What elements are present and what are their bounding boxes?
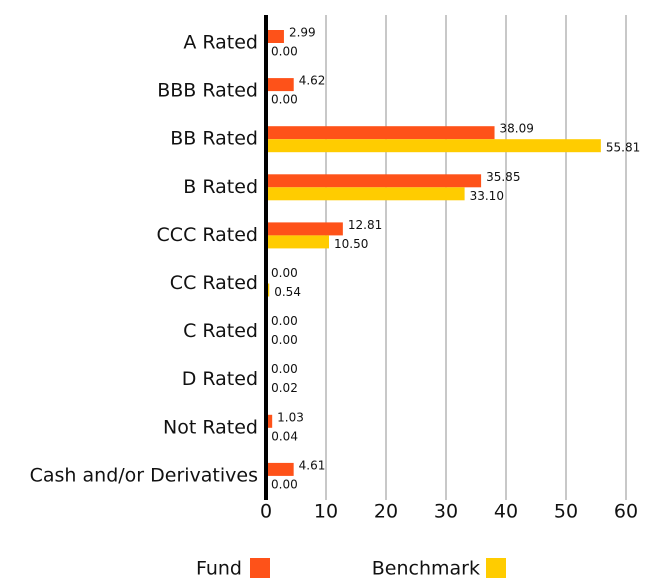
bar — [266, 30, 284, 43]
category-label: CC Rated — [170, 272, 258, 294]
value-label: 2.99 — [289, 26, 316, 40]
x-tick-label: 20 — [374, 501, 398, 523]
x-tick-label: 30 — [434, 501, 458, 523]
bar — [266, 139, 601, 153]
x-tick-label: 0 — [260, 501, 272, 523]
bar — [266, 414, 273, 428]
value-label: 55.81 — [606, 141, 640, 155]
bar — [266, 187, 465, 201]
value-label: 0.00 — [271, 266, 298, 280]
value-label: 0.04 — [271, 429, 298, 443]
value-label: 33.10 — [470, 189, 504, 203]
x-tick-label: 50 — [554, 501, 578, 523]
value-label: 0.00 — [271, 362, 298, 376]
legend-label: Fund — [196, 558, 242, 580]
value-label: 38.09 — [500, 122, 534, 136]
category-label: BBB Rated — [157, 80, 258, 102]
bar — [266, 78, 294, 92]
category-label: CCC Rated — [157, 224, 258, 246]
category-label: Not Rated — [163, 416, 258, 438]
value-label: 0.00 — [271, 477, 298, 491]
value-label: 0.00 — [271, 333, 298, 347]
value-label: 10.50 — [334, 237, 368, 251]
category-label: A Rated — [183, 32, 258, 54]
category-label: Cash and/or Derivatives — [30, 464, 258, 486]
x-tick-label: 40 — [494, 501, 518, 523]
bar — [266, 174, 482, 188]
value-label: 0.02 — [271, 381, 298, 395]
bar — [266, 222, 343, 236]
category-label: C Rated — [183, 320, 258, 342]
x-tick-label: 10 — [314, 501, 338, 523]
bar — [266, 126, 495, 140]
bar — [266, 462, 294, 476]
x-tick-label: 60 — [614, 501, 638, 523]
category-label: D Rated — [182, 368, 258, 390]
value-label: 0.00 — [271, 93, 298, 107]
legend-label: Benchmark — [372, 558, 480, 580]
value-label: 4.62 — [299, 74, 326, 88]
value-label: 0.00 — [271, 45, 298, 59]
value-label: 0.00 — [271, 314, 298, 328]
category-label: BB Rated — [170, 128, 258, 150]
category-label: B Rated — [183, 176, 258, 198]
value-label: 35.85 — [486, 170, 520, 184]
legend-swatch — [486, 558, 506, 578]
value-label: 0.54 — [274, 285, 301, 299]
value-label: 4.61 — [299, 458, 326, 472]
value-label: 12.81 — [348, 218, 382, 232]
bar — [266, 235, 329, 249]
legend-swatch — [250, 558, 270, 578]
value-label: 1.03 — [277, 410, 304, 424]
